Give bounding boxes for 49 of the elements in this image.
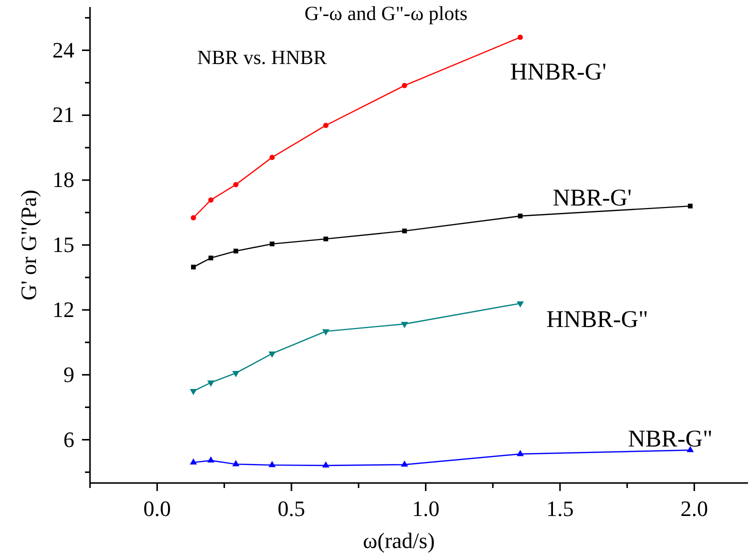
point — [233, 248, 238, 254]
point — [232, 460, 240, 466]
y-tick-label: 6 — [63, 426, 74, 452]
point — [190, 388, 197, 396]
point — [190, 215, 196, 220]
x-tick-label: 2.0 — [680, 496, 708, 522]
y-tick-label: 9 — [63, 362, 74, 387]
series-label: NBR-G' — [552, 185, 632, 212]
point — [402, 228, 407, 234]
y-axis-title: G' or G"(Pa) — [16, 190, 41, 300]
point — [269, 154, 275, 160]
x-tick-label: 1.0 — [412, 496, 440, 522]
point — [322, 461, 330, 468]
y-tick-label: 21 — [52, 102, 74, 128]
x-tick-label: 0.5 — [278, 496, 306, 522]
point — [322, 329, 330, 336]
point — [232, 371, 240, 378]
series-label: NBR-G" — [628, 426, 712, 453]
y-tick-label: 15 — [52, 232, 74, 258]
point — [516, 301, 524, 308]
series-label: HNBR-G" — [546, 306, 648, 333]
point — [323, 122, 328, 128]
point — [208, 197, 214, 203]
x-axis-title: ω(rad/s) — [362, 528, 435, 553]
point — [268, 460, 276, 468]
point — [323, 236, 328, 242]
point — [190, 458, 197, 465]
x-tick-label: 1.5 — [546, 496, 574, 522]
point — [270, 242, 274, 246]
point — [516, 450, 524, 456]
series-label: HNBR-G' — [510, 60, 606, 86]
x-tick-label: 0.0 — [143, 496, 171, 522]
point — [518, 34, 523, 40]
point — [518, 214, 523, 218]
text: NBR vs. HNBR — [197, 47, 328, 69]
point — [233, 182, 238, 188]
y-tick-label: 12 — [52, 296, 74, 322]
point — [400, 460, 408, 467]
y-tick-label: 18 — [52, 167, 74, 192]
point — [191, 264, 196, 270]
y-tick-label: 24 — [52, 37, 74, 62]
point — [207, 380, 214, 387]
point — [208, 256, 214, 260]
point — [402, 82, 408, 88]
chart-title: G'-ω and G"-ω plots — [304, 3, 468, 25]
point — [268, 352, 276, 358]
point — [400, 322, 408, 328]
point — [688, 204, 693, 208]
point — [207, 456, 214, 463]
